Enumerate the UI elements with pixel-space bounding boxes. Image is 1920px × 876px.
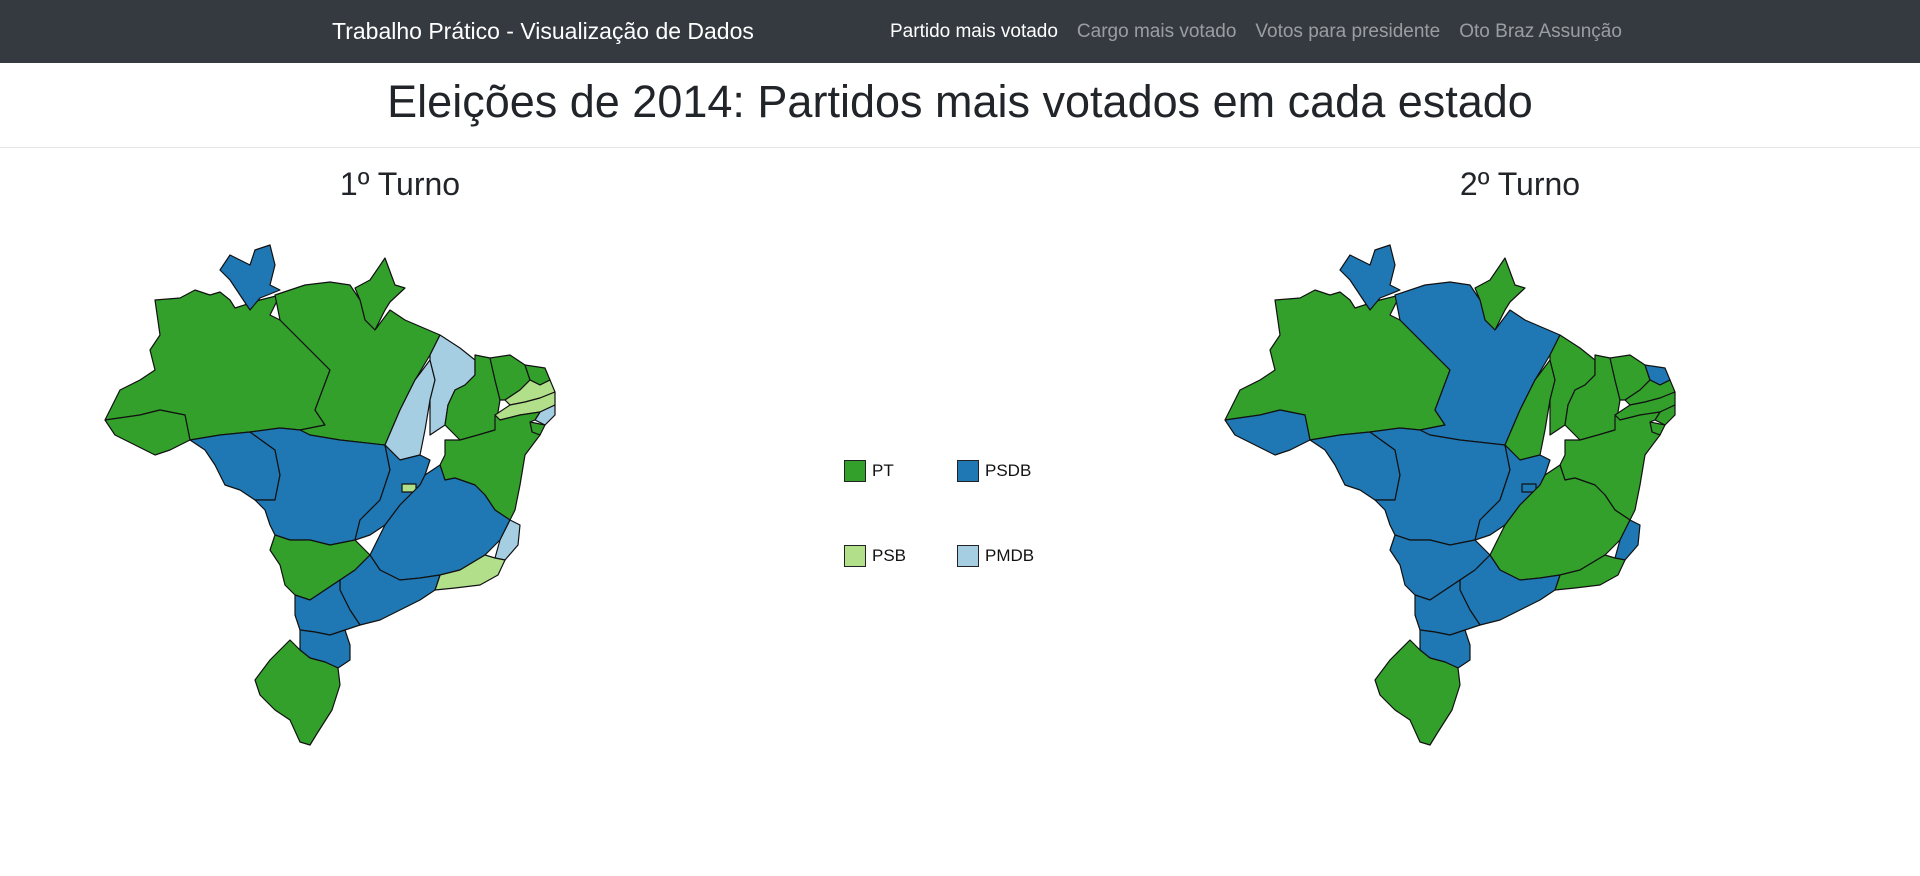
state-rr <box>219 244 281 311</box>
nav-link-votos[interactable]: Votos para presidente <box>1255 21 1441 42</box>
brazil-map-turn1 <box>104 244 556 746</box>
state-rs <box>254 639 341 746</box>
legend-label-pmdb: PMDB <box>985 546 1035 565</box>
state-go <box>1474 444 1551 541</box>
brand-link[interactable]: Trabalho Prático - Visualização de Dados <box>332 18 754 44</box>
legend-item-psb: PSB <box>844 545 906 567</box>
state-rj <box>1554 554 1626 591</box>
legend-label-psdb: PSDB <box>985 461 1032 480</box>
legend-item-pmdb: PMDB <box>957 545 1034 567</box>
state-ac <box>104 409 191 456</box>
legend: PT PSDB PSB PMDB <box>844 460 1084 580</box>
header-divider <box>0 147 1920 148</box>
page-title: Eleições de 2014: Partidos mais votados … <box>387 76 1533 127</box>
legend-swatch-psb <box>844 545 866 567</box>
state-pa <box>1394 281 1561 446</box>
legend-label-pt: PT <box>872 461 894 480</box>
legend-swatch-psdb <box>957 460 979 482</box>
navbar: Trabalho Prático - Visualização de Dados… <box>0 0 1920 63</box>
state-rr <box>1339 244 1401 311</box>
brazil-map-turn2 <box>1224 244 1676 746</box>
map-title-turn2: 2º Turno <box>1459 166 1581 202</box>
nav-link-cargo[interactable]: Cargo mais votado <box>1076 21 1237 42</box>
nav-links: Partido mais votado Cargo mais votado Vo… <box>890 21 1641 43</box>
state-rs <box>1374 639 1461 746</box>
state-rj <box>434 554 506 591</box>
legend-item-psdb: PSDB <box>957 460 1031 482</box>
legend-item-pt: PT <box>844 460 894 482</box>
map-title-turn1: 1º Turno <box>339 166 461 202</box>
legend-swatch-pmdb <box>957 545 979 567</box>
legend-label-psb: PSB <box>872 546 907 565</box>
legend-swatch-pt <box>844 460 866 482</box>
state-go <box>354 444 431 541</box>
nav-link-author[interactable]: Oto Braz Assunção <box>1459 21 1622 42</box>
state-pa <box>274 281 441 446</box>
state-ac <box>1224 409 1311 456</box>
nav-link-partido[interactable]: Partido mais votado <box>890 21 1058 42</box>
